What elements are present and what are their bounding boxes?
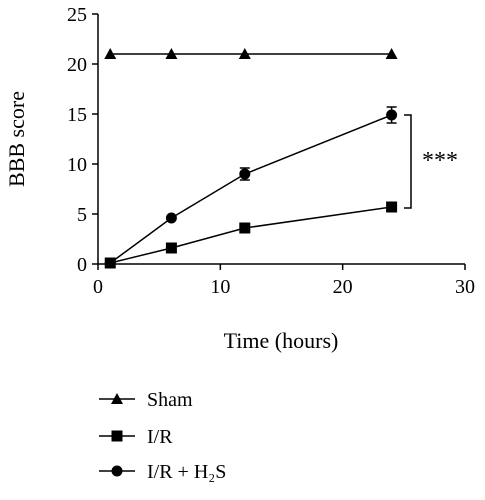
y-tick-label: 15 (67, 104, 87, 126)
data-point-triangle (165, 48, 178, 59)
significance-label: *** (422, 148, 458, 174)
legend: Sham I/R I/R + H₂S (99, 389, 226, 483)
x-tick-label: 20 (333, 276, 353, 298)
significance-bracket: *** (404, 114, 458, 209)
legend-item-square: I/R (99, 426, 173, 448)
y-tick-label: 25 (67, 4, 87, 26)
series-line-square (110, 206, 392, 264)
series-triangle (104, 48, 398, 59)
data-point-circle (239, 168, 251, 180)
y-tick-label: 10 (67, 154, 87, 176)
legend-marker-triangle-icon (111, 393, 123, 404)
series-circle (104, 106, 398, 269)
data-point-triangle (238, 48, 251, 59)
legend-label: I/R (147, 426, 173, 448)
data-point-circle (165, 212, 177, 224)
x-tick-label: 10 (210, 276, 230, 298)
data-point-square (386, 201, 398, 213)
data-point-square (165, 242, 177, 254)
data-point-circle (104, 257, 116, 269)
ticks: 0 5 10 15 20 25 0 10 20 30 (67, 4, 475, 298)
bracket-line (404, 114, 412, 209)
legend-item-circle: I/R + H₂S (99, 461, 226, 483)
data-point-triangle (104, 48, 117, 59)
x-tick-label: 0 (93, 276, 103, 298)
legend-label: Sham (147, 389, 193, 411)
y-tick-label: 5 (77, 204, 87, 226)
legend-marker-square-icon (111, 430, 123, 442)
data-point-triangle (385, 48, 398, 59)
y-tick-label: 0 (77, 254, 87, 276)
legend-label: I/R + H₂S (147, 461, 226, 483)
axes (97, 14, 465, 265)
y-axis-label: BBB score (4, 91, 29, 187)
data-point-square (239, 222, 251, 234)
series-line-circle (109, 114, 392, 264)
data-point-circle (386, 109, 398, 121)
x-axis-label: Time (hours) (224, 328, 339, 353)
x-tick-label: 30 (455, 276, 475, 298)
y-tick-label: 20 (67, 54, 87, 76)
legend-item-triangle: Sham (99, 389, 193, 411)
series-layer (104, 48, 398, 269)
legend-marker-circle-icon (111, 465, 123, 477)
